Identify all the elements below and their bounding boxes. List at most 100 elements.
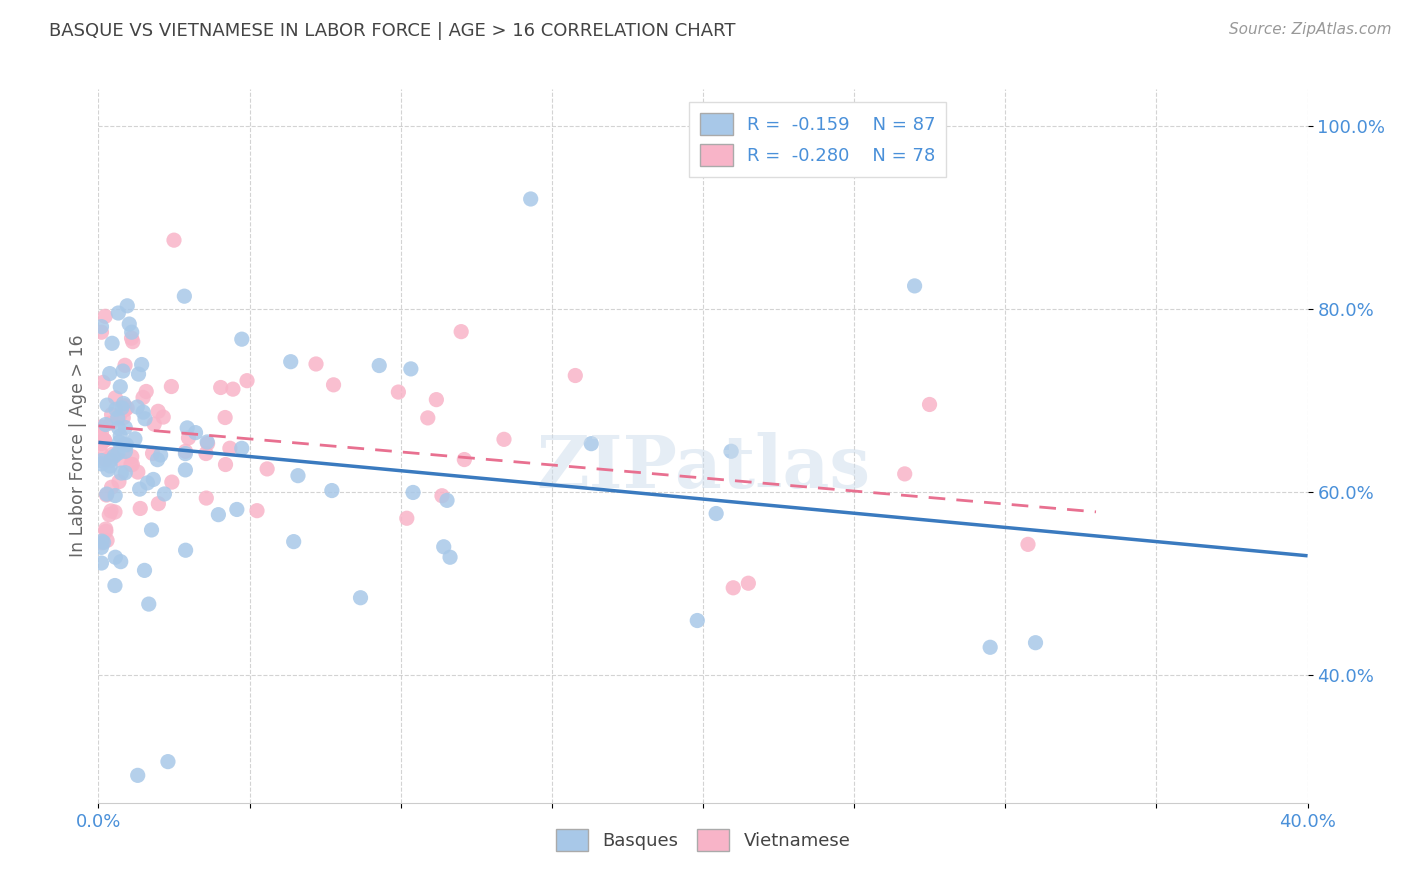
Point	[305, 357, 328, 371]
Point	[121, 458, 143, 472]
Point	[581, 436, 603, 450]
Point	[141, 523, 163, 537]
Legend: Basques, Vietnamese: Basques, Vietnamese	[548, 822, 858, 858]
Point	[90, 436, 112, 450]
Point	[104, 489, 127, 503]
Point	[146, 404, 169, 418]
Point	[138, 597, 160, 611]
Point	[149, 448, 172, 462]
Point	[723, 581, 745, 595]
Point	[117, 299, 139, 313]
Point	[97, 463, 120, 477]
Point	[453, 452, 475, 467]
Point	[93, 434, 115, 448]
Point	[368, 359, 391, 373]
Point	[90, 420, 112, 434]
Point	[153, 487, 176, 501]
Point	[160, 379, 183, 393]
Point	[280, 354, 302, 368]
Point	[450, 325, 472, 339]
Point	[225, 502, 247, 516]
Point	[430, 489, 453, 503]
Point	[100, 416, 122, 430]
Point	[90, 556, 112, 570]
Point	[121, 334, 143, 349]
Point	[107, 410, 129, 425]
Point	[94, 524, 117, 539]
Point	[399, 362, 422, 376]
Point	[110, 555, 132, 569]
Point	[93, 434, 115, 448]
Point	[236, 374, 259, 388]
Point	[93, 433, 115, 447]
Point	[177, 431, 200, 445]
Point	[174, 463, 197, 477]
Point	[94, 522, 117, 536]
Point	[439, 550, 461, 565]
Point	[893, 467, 915, 481]
Point	[132, 391, 155, 405]
Point	[114, 466, 136, 480]
Y-axis label: In Labor Force | Age > 16: In Labor Force | Age > 16	[69, 334, 87, 558]
Point	[564, 368, 586, 383]
Point	[93, 535, 115, 549]
Point	[219, 442, 242, 456]
Point	[136, 475, 159, 490]
Point	[142, 473, 165, 487]
Point	[173, 289, 195, 303]
Point	[209, 380, 232, 394]
Point	[121, 450, 143, 464]
Point	[103, 449, 125, 463]
Point	[127, 465, 149, 479]
Point	[174, 447, 197, 461]
Point	[104, 505, 127, 519]
Point	[321, 483, 343, 498]
Point	[104, 578, 127, 592]
Point	[94, 310, 117, 324]
Point	[231, 442, 253, 456]
Point	[91, 535, 114, 549]
Point	[492, 433, 515, 447]
Point	[287, 468, 309, 483]
Point	[114, 399, 136, 413]
Point	[90, 534, 112, 549]
Point	[395, 511, 418, 525]
Point	[129, 501, 152, 516]
Point	[174, 543, 197, 558]
Point	[207, 508, 229, 522]
Point	[197, 436, 219, 450]
Point	[107, 306, 129, 320]
Point	[90, 447, 112, 461]
Point	[127, 400, 149, 414]
Point	[134, 563, 156, 577]
Point	[433, 540, 456, 554]
Point	[128, 482, 150, 496]
Point	[104, 402, 127, 417]
Point	[90, 319, 112, 334]
Point	[107, 446, 129, 460]
Point	[118, 317, 141, 331]
Point	[100, 453, 122, 467]
Point	[152, 410, 174, 425]
Point	[141, 446, 163, 460]
Point	[114, 444, 136, 458]
Point	[110, 429, 132, 443]
Point	[98, 508, 121, 522]
Point	[132, 405, 155, 419]
Point	[96, 533, 118, 548]
Point	[114, 359, 136, 373]
Point	[425, 392, 447, 407]
Point	[121, 325, 143, 339]
Point	[194, 446, 217, 460]
Point	[163, 233, 186, 247]
Point	[283, 534, 305, 549]
Point	[1024, 636, 1046, 650]
Point	[231, 332, 253, 346]
Point	[146, 452, 169, 467]
Point	[904, 279, 927, 293]
Point	[98, 458, 121, 473]
Point	[148, 497, 170, 511]
Point	[101, 336, 124, 351]
Point	[90, 457, 112, 471]
Point	[90, 453, 112, 467]
